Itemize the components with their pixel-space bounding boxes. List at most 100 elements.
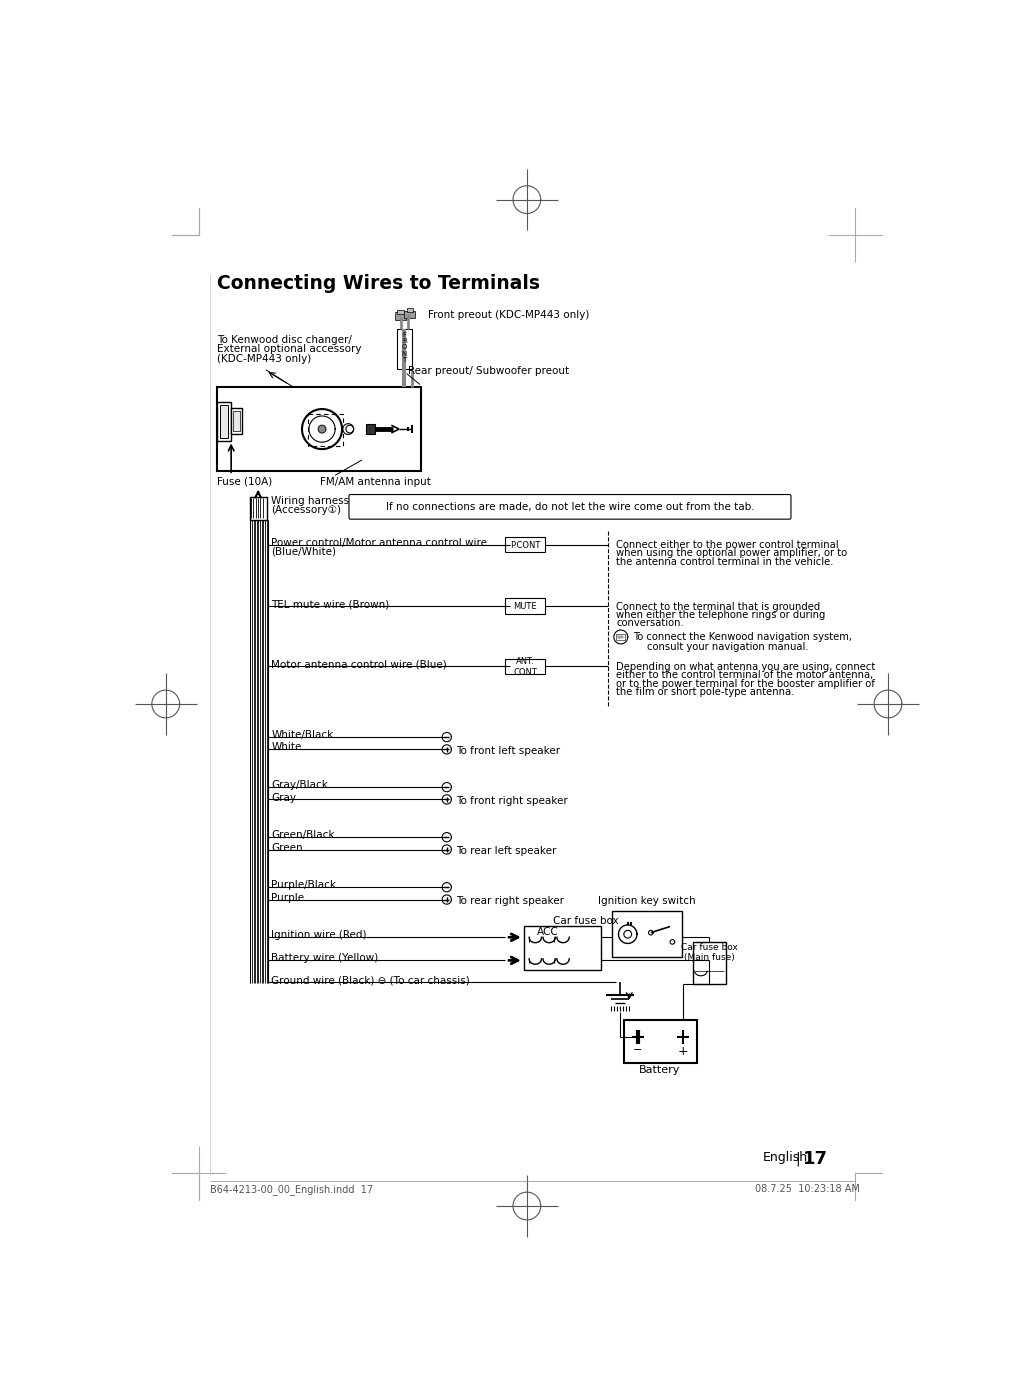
Text: MUTE: MUTE <box>514 602 537 612</box>
Text: Rear preout/ Subwoofer preout: Rear preout/ Subwoofer preout <box>408 367 570 376</box>
Polygon shape <box>342 424 354 435</box>
Text: ACC: ACC <box>537 927 558 937</box>
Text: Green: Green <box>271 842 303 853</box>
Text: or to the power terminal for the booster amplifier of: or to the power terminal for the booster… <box>616 679 875 689</box>
Text: |: | <box>795 1151 800 1165</box>
Text: +: + <box>677 1046 689 1058</box>
Polygon shape <box>442 732 451 742</box>
Text: TEL mute wire (Brown): TEL mute wire (Brown) <box>271 599 390 609</box>
Text: Motor antenna control wire (Blue): Motor antenna control wire (Blue) <box>271 659 447 669</box>
Polygon shape <box>442 782 451 792</box>
Text: P.CONT: P.CONT <box>510 541 541 549</box>
Text: White: White <box>271 743 301 753</box>
Bar <box>624 1020 697 1062</box>
Text: the antenna control terminal in the vehicle.: the antenna control terminal in the vehi… <box>616 556 834 567</box>
Text: Gray/Black: Gray/Black <box>271 781 328 790</box>
Text: (Accessory①): (Accessory①) <box>271 505 341 516</box>
Bar <box>524 926 600 970</box>
Text: If no connections are made, do not let the wire come out from the tab.: If no connections are made, do not let t… <box>386 502 755 512</box>
Text: when using the optional power amplifier, or to: when using the optional power amplifier,… <box>616 548 847 559</box>
Bar <box>404 311 415 318</box>
Bar <box>407 308 413 312</box>
Text: consult your navigation manual.: consult your navigation manual. <box>647 641 809 651</box>
Text: Wiring harness: Wiring harness <box>271 496 350 506</box>
Bar <box>395 312 406 319</box>
Bar <box>231 408 242 435</box>
Bar <box>398 309 404 314</box>
Text: Green/Black: Green/Black <box>271 831 335 841</box>
Text: Ignition key switch: Ignition key switch <box>598 896 696 906</box>
Text: Depending on what antenna you are using, connect: Depending on what antenna you are using,… <box>616 662 876 672</box>
Text: External optional accessory: External optional accessory <box>217 344 362 354</box>
Text: the film or short pole-type antenna.: the film or short pole-type antenna. <box>616 687 795 697</box>
Text: To front right speaker: To front right speaker <box>456 796 567 806</box>
Text: ANT.
CONT: ANT. CONT <box>513 658 538 676</box>
Text: (KDC-MP443 only): (KDC-MP443 only) <box>217 354 311 364</box>
Bar <box>693 942 726 984</box>
Polygon shape <box>624 930 631 938</box>
Bar <box>366 424 375 434</box>
Text: To front left speaker: To front left speaker <box>456 746 560 756</box>
Text: Power control/Motor antenna control wire: Power control/Motor antenna control wire <box>271 538 487 548</box>
Bar <box>616 634 625 640</box>
Text: Purple: Purple <box>271 892 304 903</box>
Polygon shape <box>670 940 674 944</box>
Polygon shape <box>442 882 451 892</box>
Polygon shape <box>345 425 354 434</box>
Polygon shape <box>442 744 451 754</box>
Text: Connecting Wires to Terminals: Connecting Wires to Terminals <box>217 273 541 293</box>
Bar <box>217 401 231 441</box>
Polygon shape <box>442 895 451 905</box>
Text: To rear right speaker: To rear right speaker <box>456 896 564 906</box>
Text: Ground wire (Black) ⊖ (To car chassis): Ground wire (Black) ⊖ (To car chassis) <box>271 974 470 986</box>
Text: Car fuse box: Car fuse box <box>553 916 619 927</box>
Bar <box>217 386 421 471</box>
Text: To Kenwood disc changer/: To Kenwood disc changer/ <box>217 335 353 346</box>
Polygon shape <box>309 415 335 442</box>
Polygon shape <box>442 795 451 804</box>
Polygon shape <box>649 930 653 935</box>
Text: N: N <box>402 350 407 357</box>
Polygon shape <box>442 832 451 842</box>
Text: Purple/Black: Purple/Black <box>271 880 336 891</box>
Text: Battery wire (Yellow): Battery wire (Yellow) <box>271 953 378 963</box>
Text: either to the control terminal of the motor antenna,: either to the control terminal of the mo… <box>616 671 874 680</box>
Text: Car fuse box: Car fuse box <box>681 944 738 952</box>
Text: T: T <box>402 357 406 362</box>
Text: White/Black: White/Black <box>271 730 333 740</box>
Text: R: R <box>402 339 407 344</box>
Text: 17: 17 <box>803 1150 828 1168</box>
Bar <box>506 598 545 613</box>
Text: Front preout (KDC-MP443 only): Front preout (KDC-MP443 only) <box>428 309 589 319</box>
Text: B64-4213-00_00_English.indd  17: B64-4213-00_00_English.indd 17 <box>211 1184 373 1195</box>
Text: FM/AM antenna input: FM/AM antenna input <box>320 477 431 487</box>
Text: when either the telephone rings or during: when either the telephone rings or durin… <box>616 611 825 620</box>
Text: To rear left speaker: To rear left speaker <box>456 846 556 856</box>
Text: 08.7.25  10:23:18 AM: 08.7.25 10:23:18 AM <box>755 1184 859 1193</box>
Bar <box>308 414 342 446</box>
Text: −: − <box>633 1046 642 1055</box>
Text: O: O <box>402 344 407 350</box>
Text: Ignition wire (Red): Ignition wire (Red) <box>271 930 367 941</box>
Text: Connect either to the power control terminal: Connect either to the power control term… <box>616 539 839 551</box>
Polygon shape <box>319 425 326 434</box>
Text: To connect the Kenwood navigation system,: To connect the Kenwood navigation system… <box>633 633 852 643</box>
Bar <box>506 658 545 673</box>
Bar <box>613 912 682 958</box>
Text: F: F <box>402 332 406 339</box>
Text: conversation.: conversation. <box>616 619 684 629</box>
Bar <box>220 406 228 438</box>
Polygon shape <box>619 926 637 944</box>
FancyBboxPatch shape <box>348 495 791 519</box>
Bar <box>506 537 545 552</box>
Bar <box>397 329 412 369</box>
Text: (Main fuse): (Main fuse) <box>684 952 735 962</box>
Text: Fuse (10A): Fuse (10A) <box>217 477 272 487</box>
Polygon shape <box>302 408 342 449</box>
Text: Gray: Gray <box>271 793 296 803</box>
Polygon shape <box>614 630 628 644</box>
Polygon shape <box>442 845 451 855</box>
Text: (Blue/White): (Blue/White) <box>271 546 336 556</box>
Text: Connect to the terminal that is grounded: Connect to the terminal that is grounded <box>616 602 820 612</box>
Text: English: English <box>763 1151 808 1164</box>
